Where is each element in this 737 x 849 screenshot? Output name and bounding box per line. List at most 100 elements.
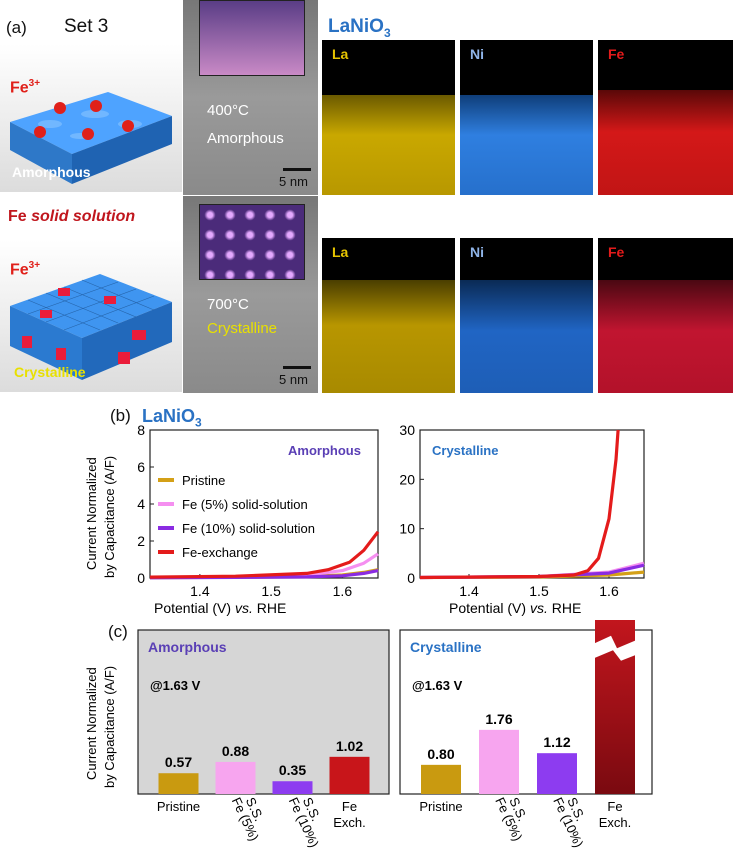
panel-b-label: (b) bbox=[110, 406, 131, 425]
b-crystalline-xtick-label: 1.5 bbox=[529, 583, 549, 599]
tem-image-400c: 400°C Amorphous 5 nm bbox=[183, 0, 318, 195]
eds-label-ni-top: Ni bbox=[470, 46, 484, 62]
temp-label-400c: 400°C bbox=[207, 102, 249, 119]
panel-c-label: (c) bbox=[108, 622, 128, 641]
c-amorphous-bar-3 bbox=[329, 756, 370, 794]
eds-label-ni-bottom: Ni bbox=[470, 244, 484, 260]
c-amorphous-value-label-2: 0.35 bbox=[279, 762, 306, 778]
b-amorphous-ytick-label: 4 bbox=[137, 496, 145, 512]
c-crystalline-value-label-2: 1.12 bbox=[543, 734, 570, 750]
legend-fe-exchange: Fe-exchange bbox=[182, 545, 258, 560]
scale-label-top: 5 nm bbox=[279, 174, 308, 189]
c-right-cat-3-l2: Exch. bbox=[599, 815, 632, 830]
b-xlabel-right: Potential (V) vs. RHE bbox=[449, 600, 581, 616]
b-amorphous-xtick-label: 1.6 bbox=[333, 583, 353, 599]
c-ylabel-2: by Capacitance (A/F) bbox=[102, 666, 117, 788]
b-amorphous-ytick-label: 6 bbox=[137, 459, 145, 475]
b-amorphous-ytick-label: 2 bbox=[137, 533, 145, 549]
polarization-plots: Current Normalized by Capacitance (A/F) … bbox=[84, 422, 645, 616]
material-title-b: LaNiO3 bbox=[142, 406, 202, 430]
fft-inset-400c bbox=[199, 0, 305, 76]
eds-map-la-bottom: La bbox=[322, 238, 455, 393]
b-crystalline-xtick-label: 1.4 bbox=[459, 583, 479, 599]
material-title-a: LaNiO3 bbox=[328, 16, 391, 40]
temp-label-700c: 700°C bbox=[207, 296, 249, 313]
c-left-voltage: @1.63 V bbox=[150, 678, 201, 693]
b-crystalline-series-3 bbox=[419, 429, 620, 580]
b-xlabel-left: Potential (V) vs. RHE bbox=[154, 600, 286, 616]
legend-fe10: Fe (10%) solid-solution bbox=[182, 521, 315, 536]
crystalline-block-drawing bbox=[10, 274, 172, 380]
c-right-cat-3-l1: Fe bbox=[607, 799, 622, 814]
bar-charts: Current Normalized by Capacitance (A/F) … bbox=[84, 620, 653, 849]
b-crystalline-ytick-label: 0 bbox=[407, 570, 415, 586]
eds-label-la-bottom: La bbox=[332, 244, 349, 260]
b-amorphous-series-3 bbox=[149, 530, 380, 579]
phase-label-amorphous: Amorphous bbox=[207, 130, 284, 147]
crystalline-schematic: Fe3+ Crystalline bbox=[0, 240, 182, 392]
set-title: Set 3 bbox=[64, 16, 109, 37]
eds-label-fe-top: Fe bbox=[608, 46, 625, 62]
c-amorphous-bar-2 bbox=[272, 781, 313, 794]
amorphous-schematic-label: Amorphous bbox=[12, 164, 91, 180]
eds-map-fe-top: Fe bbox=[598, 40, 733, 195]
amorphous-schematic: Fe3+ Amorphous bbox=[0, 44, 182, 192]
phase-label-crystalline: Crystalline bbox=[207, 320, 278, 337]
c-left-cat-3-l2: Exch. bbox=[333, 815, 366, 830]
crystalline-polarization-plot: 0 10 20 30 1.4 1.5 1.6 bbox=[399, 422, 645, 599]
b-amorphous-ytick-label: 0 bbox=[137, 570, 145, 586]
scale-bar-top bbox=[283, 168, 311, 171]
c-crystalline-axis-break bbox=[593, 635, 637, 661]
tem-image-700c: 700°C Crystalline 5 nm bbox=[183, 196, 318, 393]
b-ylabel-2: by Capacitance (A/F) bbox=[102, 456, 117, 578]
b-amorphous-xtick-label: 1.5 bbox=[261, 583, 281, 599]
fe-ion-label-top: Fe3+ bbox=[10, 78, 41, 97]
c-ylabel-1: Current Normalized bbox=[84, 667, 99, 780]
c-amorphous-value-label-1: 0.88 bbox=[222, 743, 249, 759]
c-crystalline-value-label-0: 0.80 bbox=[427, 746, 454, 762]
c-amorphous-value-label-0: 0.57 bbox=[165, 754, 192, 770]
crystalline-bars: 0.801.761.1276.5 bbox=[421, 620, 637, 794]
c-right-voltage: @1.63 V bbox=[412, 678, 463, 693]
amorphous-polarization-plot: 0 2 4 6 8 1.4 1.5 1.6 bbox=[137, 422, 380, 599]
c-right-title: Crystalline bbox=[410, 639, 482, 655]
fe-ion-label-bottom: Fe3+ bbox=[10, 260, 41, 279]
b-crystalline-xtick-label: 1.6 bbox=[599, 583, 619, 599]
eds-map-ni-bottom: Ni bbox=[460, 238, 593, 393]
c-amorphous-bar-1 bbox=[215, 761, 256, 794]
c-crystalline-bar-2 bbox=[537, 753, 577, 794]
c-left-cat-0: Pristine bbox=[157, 799, 200, 814]
scale-label-bottom: 5 nm bbox=[279, 372, 308, 387]
c-left-title: Amorphous bbox=[148, 639, 227, 655]
b-left-title: Amorphous bbox=[288, 443, 361, 458]
fft-inset-700c bbox=[199, 204, 305, 280]
c-amorphous-bar-0 bbox=[158, 773, 199, 794]
scale-bar-bottom bbox=[283, 366, 311, 369]
b-right-title: Crystalline bbox=[432, 443, 498, 458]
amorphous-bars: 0.57 0.88 0.35 1.02 bbox=[158, 738, 370, 794]
eds-label-la-top: La bbox=[332, 46, 349, 62]
b-crystalline-ytick-label: 30 bbox=[399, 422, 415, 438]
eds-map-ni-top: Ni bbox=[460, 40, 593, 195]
c-crystalline-bar-0 bbox=[421, 764, 461, 794]
c-amorphous-value-label-3: 1.02 bbox=[336, 738, 363, 754]
b-crystalline-ytick-label: 20 bbox=[399, 471, 415, 487]
legend-pristine: Pristine bbox=[182, 473, 225, 488]
panel-a-label: (a) bbox=[6, 18, 27, 37]
c-crystalline-bar-1 bbox=[479, 729, 519, 794]
b-amorphous-xtick-label: 1.4 bbox=[190, 583, 210, 599]
amorphous-block-drawing bbox=[10, 92, 172, 184]
c-right-cat-0: Pristine bbox=[419, 799, 462, 814]
b-amorphous-ytick-label: 8 bbox=[137, 422, 145, 438]
b-crystalline-ytick-label: 10 bbox=[399, 521, 415, 537]
b-legend: Pristine Fe (5%) solid-solution Fe (10%)… bbox=[158, 473, 315, 560]
b-ylabel-1: Current Normalized bbox=[84, 457, 99, 570]
eds-map-fe-bottom: Fe bbox=[598, 238, 733, 393]
legend-fe5: Fe (5%) solid-solution bbox=[182, 497, 308, 512]
eds-map-la-top: La bbox=[322, 40, 455, 195]
bar-category-labels: Pristine Fe (5%)S.S. Fe (10%)S.S. FeExch.Pr… bbox=[157, 795, 631, 849]
eds-label-fe-bottom: Fe bbox=[608, 244, 625, 260]
crystalline-schematic-label: Crystalline bbox=[14, 364, 86, 380]
c-crystalline-value-label-1: 1.76 bbox=[485, 711, 512, 727]
c-left-cat-3-l1: Fe bbox=[342, 799, 357, 814]
